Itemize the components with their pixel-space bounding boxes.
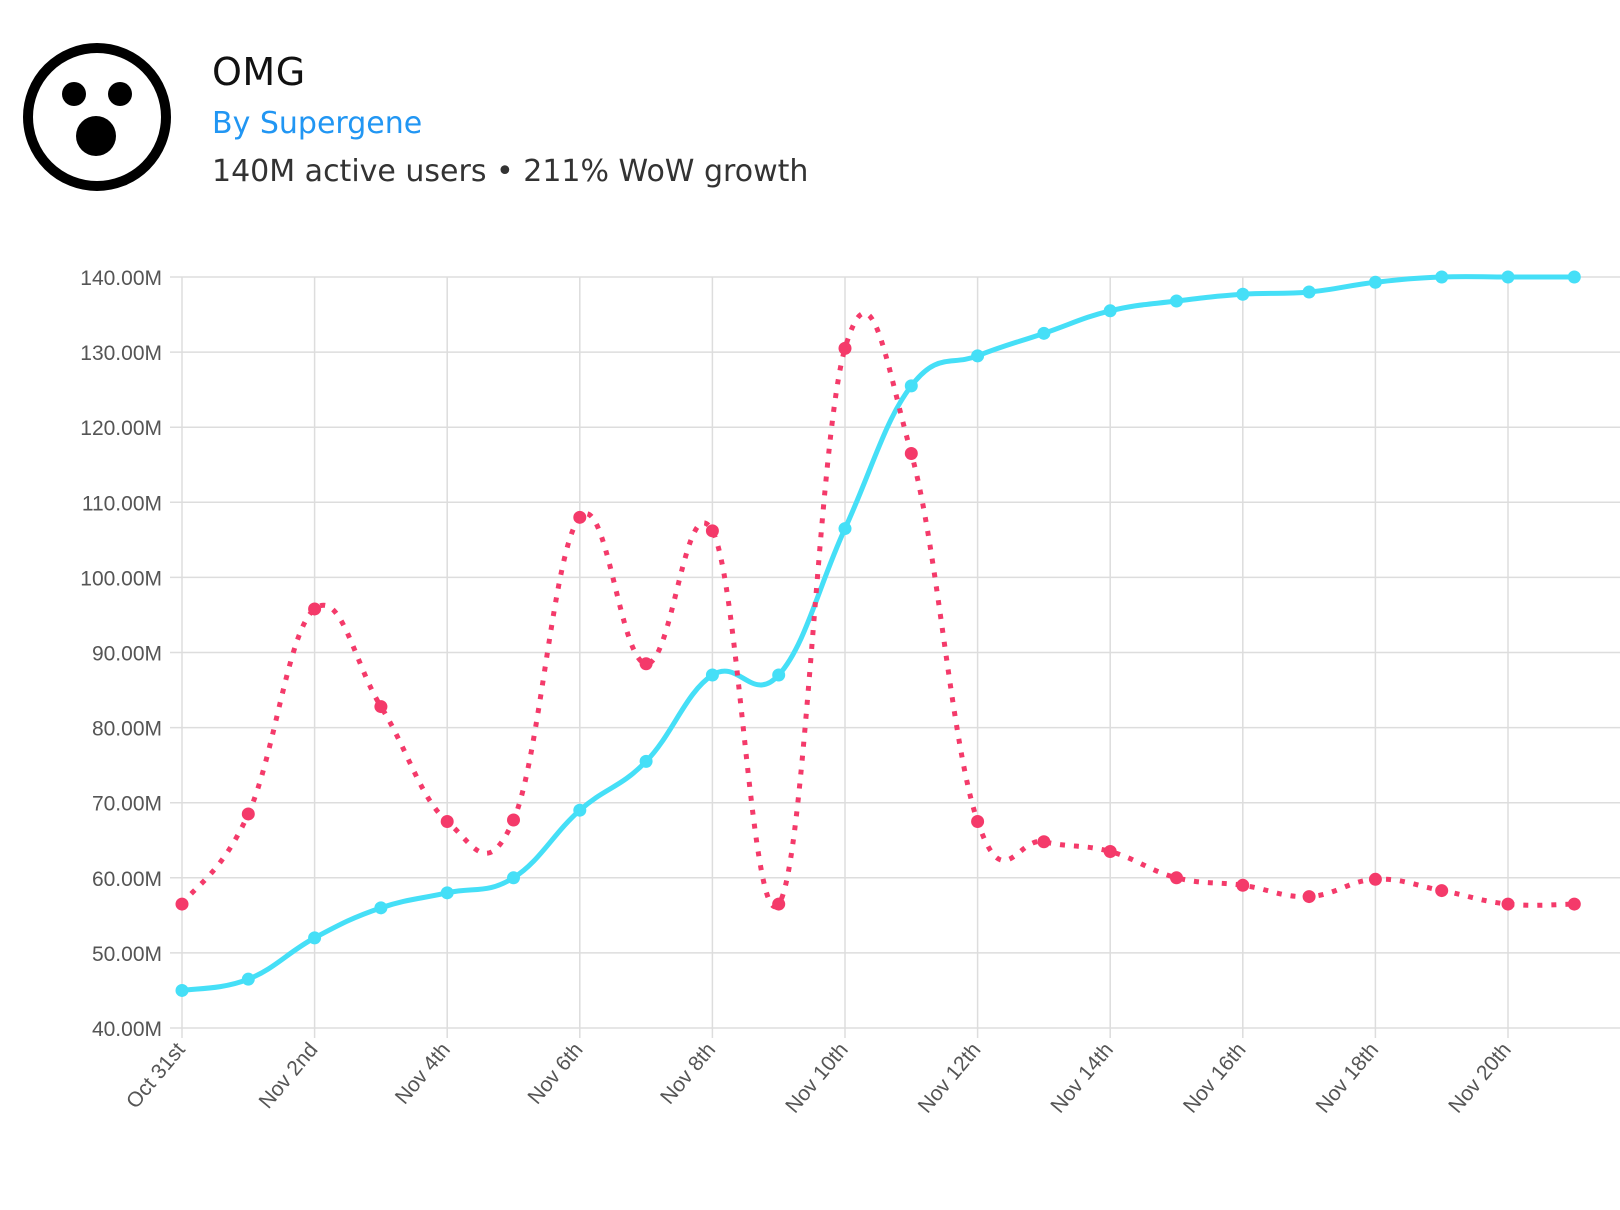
data-point-solid[interactable]: [573, 803, 587, 817]
data-point-dotted[interactable]: [1567, 897, 1581, 911]
app-stats: 140M active users • 211% WoW growth: [212, 154, 809, 189]
data-point-solid[interactable]: [507, 871, 520, 885]
data-point-dotted[interactable]: [440, 814, 454, 828]
data-point-solid[interactable]: [175, 983, 189, 997]
face-outline: [23, 43, 171, 191]
data-point-solid[interactable]: [1435, 270, 1449, 284]
x-tick-label: Nov 12th: [914, 1038, 986, 1117]
author-link[interactable]: By Supergene: [212, 106, 423, 141]
data-point-dotted[interactable]: [175, 897, 189, 911]
data-point-dotted[interactable]: [308, 602, 322, 616]
y-tick-label: 40.00M: [92, 1018, 162, 1041]
surprised-face-icon: [23, 43, 171, 191]
series-lines: [179, 274, 1577, 993]
series-line-dotted: [179, 310, 1575, 910]
y-tick-label: 140.00M: [80, 267, 162, 290]
data-point-dotted[interactable]: [705, 524, 719, 538]
app-header: OMG By Supergene 140M active users • 211…: [0, 0, 1620, 210]
data-point-dotted[interactable]: [573, 510, 587, 524]
series-points: [175, 270, 1581, 997]
y-tick-label: 70.00M: [92, 793, 162, 816]
data-point-solid[interactable]: [374, 901, 388, 915]
data-point-solid[interactable]: [1103, 304, 1117, 318]
x-tick-label: Nov 18th: [1312, 1038, 1384, 1117]
data-point-dotted[interactable]: [639, 657, 653, 671]
data-point-solid[interactable]: [1037, 326, 1051, 340]
x-tick-label: Nov 10th: [781, 1038, 853, 1117]
x-tick-label: Nov 16th: [1179, 1038, 1251, 1117]
x-tick-label: Nov 14th: [1046, 1038, 1118, 1117]
data-point-solid[interactable]: [1302, 285, 1316, 299]
data-point-solid[interactable]: [1170, 294, 1183, 308]
y-tick-label: 90.00M: [92, 643, 162, 666]
data-point-dotted[interactable]: [1037, 835, 1051, 849]
series-line-solid: [179, 274, 1577, 993]
y-tick-label: 60.00M: [92, 868, 162, 891]
data-point-solid[interactable]: [1368, 275, 1382, 289]
data-point-solid[interactable]: [838, 522, 852, 536]
x-tick-label: Oct 31st: [122, 1038, 190, 1113]
data-point-dotted[interactable]: [1435, 884, 1449, 898]
data-point-dotted[interactable]: [904, 446, 918, 460]
chart-container: 40.00M 50.00M 60.00M 70.00M 80.00M 90.00M 100.…: [0, 240, 1620, 1205]
data-point-dotted[interactable]: [838, 341, 852, 355]
data-point-dotted[interactable]: [374, 700, 388, 714]
data-point-dotted[interactable]: [1103, 845, 1117, 859]
y-tick-label: 100.00M: [80, 567, 162, 590]
y-tick-label: 80.00M: [92, 718, 162, 741]
data-point-solid[interactable]: [241, 972, 255, 986]
axes: 40.00M 50.00M 60.00M 70.00M 80.00M 90.00M 100.…: [80, 267, 1516, 1118]
data-point-solid[interactable]: [440, 886, 454, 900]
data-point-dotted[interactable]: [1368, 872, 1382, 886]
data-point-dotted[interactable]: [772, 897, 786, 911]
x-tick-label: Nov 8th: [656, 1038, 720, 1108]
data-point-solid[interactable]: [1236, 287, 1250, 301]
data-point-solid[interactable]: [904, 379, 918, 393]
left-eye: [62, 82, 86, 106]
y-tick-label: 50.00M: [92, 943, 162, 966]
data-point-dotted[interactable]: [1501, 897, 1515, 911]
line-chart: 40.00M 50.00M 60.00M 70.00M 80.00M 90.00M 100.…: [80, 267, 1620, 1118]
y-tick-label: 110.00M: [82, 492, 162, 515]
data-point-solid[interactable]: [639, 754, 653, 768]
y-tick-label: 130.00M: [80, 342, 162, 365]
open-mouth: [76, 116, 116, 156]
data-point-solid[interactable]: [971, 349, 985, 363]
data-point-solid[interactable]: [1567, 270, 1581, 284]
data-point-solid[interactable]: [772, 668, 786, 682]
grid: [170, 276, 1620, 1038]
x-tick-label: Nov 4th: [391, 1038, 455, 1108]
app-title: OMG: [212, 50, 306, 94]
x-tick-label: Nov 6th: [523, 1038, 587, 1108]
data-point-solid[interactable]: [1501, 270, 1515, 284]
right-eye: [108, 82, 132, 106]
y-tick-label: 120.00M: [80, 417, 162, 440]
data-point-dotted[interactable]: [1170, 871, 1183, 885]
data-point-dotted[interactable]: [241, 807, 255, 821]
data-point-solid[interactable]: [308, 931, 322, 945]
data-point-dotted[interactable]: [1236, 878, 1250, 892]
data-point-dotted[interactable]: [507, 813, 520, 827]
data-point-dotted[interactable]: [1302, 890, 1316, 904]
x-tick-label: Nov 2nd: [255, 1038, 323, 1113]
data-point-dotted[interactable]: [971, 814, 985, 828]
x-tick-label: Nov 20th: [1444, 1038, 1516, 1117]
data-point-solid[interactable]: [705, 668, 719, 682]
